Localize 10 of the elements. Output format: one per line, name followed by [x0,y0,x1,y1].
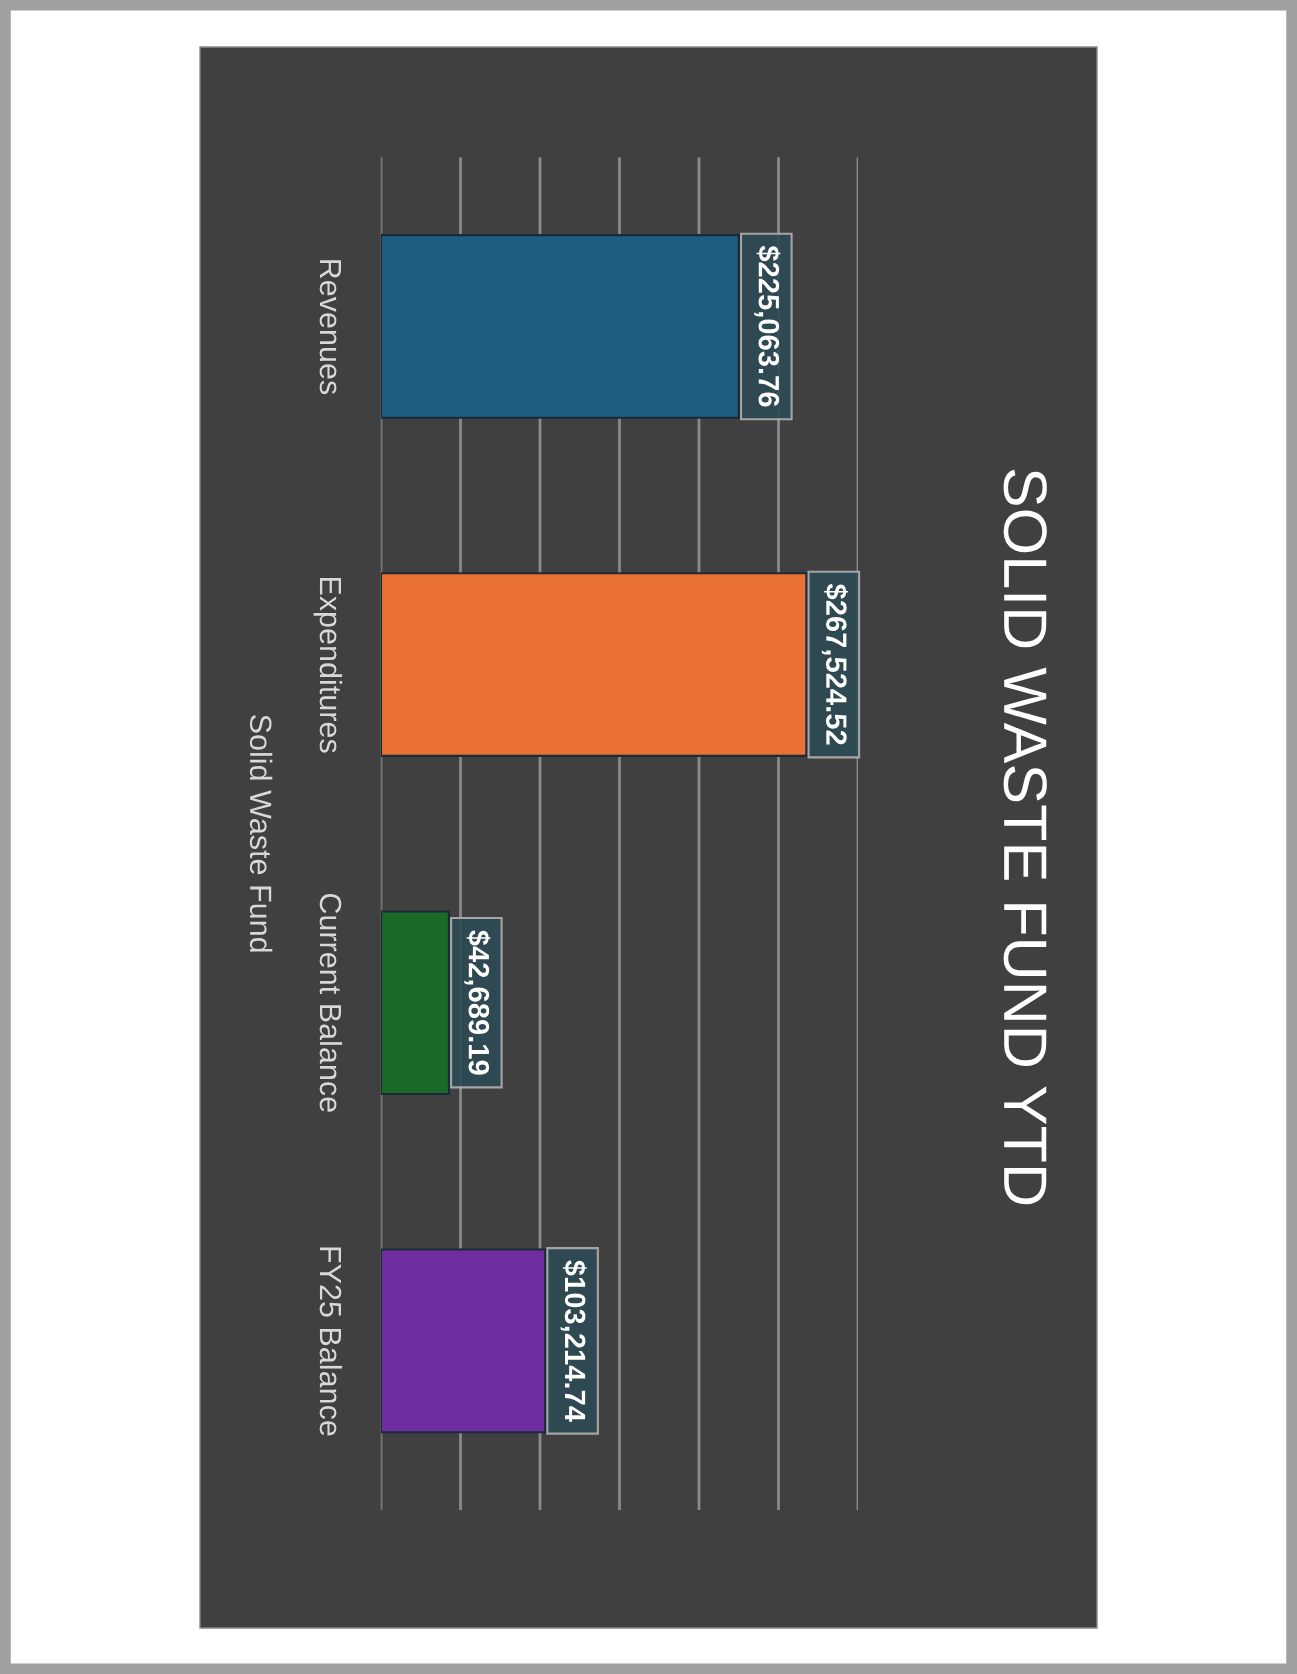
y-tick-label: FY25 Balance [319,1247,343,1436]
data-label: $225,063.76 [754,245,781,407]
data-label: $42,689.19 [464,930,491,1075]
y-tick-label: Expenditures [313,577,343,753]
data-label: $267,524.52 [821,583,848,745]
y-axis-title: Solid Waste Fund [249,715,273,952]
y-tick-label: Current Balance [319,893,343,1112]
y-tick-label: Revenues [319,260,341,395]
text: SOLID WASTE FUND YTD [1003,469,1047,1205]
data-label: $103,214.74 [560,1260,587,1422]
